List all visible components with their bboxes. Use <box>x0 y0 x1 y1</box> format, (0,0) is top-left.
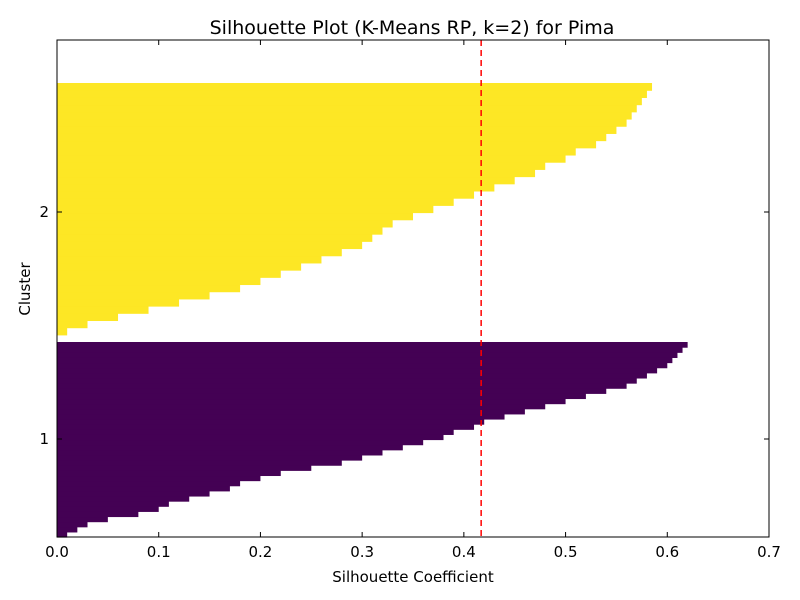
silhouette-bar-cluster-1 <box>57 485 230 492</box>
silhouette-bar-cluster-1 <box>57 367 658 374</box>
plot-area <box>57 40 688 538</box>
silhouette-bar-cluster-2 <box>57 234 373 242</box>
silhouette-bar-cluster-1 <box>57 506 159 512</box>
silhouette-bar-cluster-1 <box>57 383 627 389</box>
silhouette-bar-cluster-1 <box>57 465 312 471</box>
silhouette-bar-cluster-2 <box>57 97 642 106</box>
silhouette-bar-cluster-2 <box>57 226 383 235</box>
x-axis: 0.0 0.1 0.2 0.3 0.4 0.5 0.6 0.7 <box>45 40 781 561</box>
x-tick-label: 0.6 <box>655 543 679 561</box>
silhouette-bar-cluster-2 <box>57 262 302 271</box>
silhouette-bar-cluster-2 <box>57 176 515 185</box>
y-axis-label: Cluster <box>16 262 34 316</box>
silhouette-bar-cluster-1 <box>57 377 637 384</box>
silhouette-bar-cluster-2 <box>57 111 632 120</box>
silhouette-bar-cluster-1 <box>57 347 683 353</box>
silhouette-bar-cluster-2 <box>57 248 342 257</box>
silhouette-bar-cluster-1 <box>57 454 363 461</box>
silhouette-bar-cluster-2 <box>57 306 149 314</box>
silhouette-bar-cluster-1 <box>57 470 281 477</box>
silhouette-bar-cluster-2 <box>57 169 536 178</box>
silhouette-bar-cluster-2 <box>57 90 647 98</box>
silhouette-bar-cluster-2 <box>57 270 281 278</box>
silhouette-bar-cluster-2 <box>57 198 454 206</box>
x-axis-label: Silhouette Coefficient <box>332 568 494 586</box>
silhouette-bar-cluster-2 <box>57 205 434 214</box>
silhouette-bar-cluster-2 <box>57 320 88 329</box>
x-tick-label: 0.0 <box>45 543 69 561</box>
silhouette-bar-cluster-1 <box>57 501 169 507</box>
silhouette-bar-cluster-1 <box>57 408 525 415</box>
silhouette-bar-cluster-1 <box>57 531 68 538</box>
silhouette-bar-cluster-2 <box>57 327 68 336</box>
silhouette-bar-cluster-1 <box>57 393 586 400</box>
silhouette-bar-cluster-2 <box>57 140 597 149</box>
x-tick-label: 0.5 <box>554 543 578 561</box>
silhouette-bar-cluster-1 <box>57 449 383 456</box>
silhouette-bar-cluster-2 <box>57 219 393 228</box>
silhouette-bar-cluster-2 <box>57 284 241 293</box>
silhouette-bar-cluster-1 <box>57 362 668 369</box>
silhouette-bar-cluster-1 <box>57 357 673 364</box>
silhouette-bar-cluster-2 <box>57 212 413 221</box>
y-axis: 12 <box>39 203 769 448</box>
silhouette-bar-cluster-1 <box>57 490 210 497</box>
silhouette-bar-cluster-2 <box>57 298 180 307</box>
silhouette-bar-cluster-1 <box>57 403 546 410</box>
silhouette-bar-cluster-1 <box>57 398 566 405</box>
silhouette-bar-cluster-1 <box>57 495 190 502</box>
x-tick-label: 0.4 <box>452 543 476 561</box>
silhouette-bar-cluster-2 <box>57 133 607 142</box>
silhouette-bar-cluster-1 <box>57 511 139 518</box>
silhouette-bar-cluster-2 <box>57 126 617 134</box>
silhouette-bar-cluster-1 <box>57 352 678 358</box>
plot-frame <box>56 39 770 538</box>
silhouette-bar-cluster-1 <box>57 429 454 435</box>
y-tick-label: 1 <box>39 430 49 448</box>
silhouette-bar-cluster-2 <box>57 83 653 91</box>
x-tick-label: 0.1 <box>147 543 171 561</box>
x-tick-label: 0.3 <box>350 543 374 561</box>
silhouette-bar-cluster-1 <box>57 388 607 394</box>
silhouette-bar-cluster-2 <box>57 147 576 156</box>
silhouette-bar-cluster-2 <box>57 277 261 286</box>
silhouette-bar-cluster-2 <box>57 241 363 250</box>
silhouette-bar-cluster-1 <box>57 521 88 528</box>
silhouette-bar-cluster-2 <box>57 190 475 199</box>
silhouette-bar-cluster-1 <box>57 372 647 379</box>
silhouette-bar-cluster-2 <box>57 291 210 300</box>
silhouette-bar-cluster-1 <box>57 516 108 523</box>
silhouette-bar-cluster-1 <box>57 439 424 446</box>
silhouette-bar-cluster-1 <box>57 526 78 533</box>
silhouette-bar-cluster-1 <box>57 444 403 451</box>
silhouette-bar-cluster-1 <box>57 460 342 466</box>
silhouette-bar-cluster-1 <box>57 475 261 482</box>
x-tick-label: 0.2 <box>248 543 272 561</box>
silhouette-bar-cluster-2 <box>57 313 119 322</box>
silhouette-bar-cluster-1 <box>57 418 485 425</box>
silhouette-bar-cluster-1 <box>57 434 444 441</box>
silhouette-bar-cluster-1 <box>57 424 475 430</box>
silhouette-bar-cluster-1 <box>57 342 688 348</box>
silhouette-bar-cluster-2 <box>57 104 637 113</box>
chart-title: Silhouette Plot (K-Means RP, k=2) for Pi… <box>210 17 615 39</box>
silhouette-bar-cluster-2 <box>57 255 322 264</box>
silhouette-bar-cluster-2 <box>57 154 566 163</box>
silhouette-bar-cluster-1 <box>57 413 505 420</box>
silhouette-bar-cluster-2 <box>57 162 546 170</box>
x-tick-label: 0.7 <box>757 543 781 561</box>
silhouette-bar-cluster-2 <box>57 118 627 127</box>
silhouette-bar-cluster-2 <box>57 183 495 192</box>
silhouette-bar-cluster-1 <box>57 480 241 487</box>
y-tick-label: 2 <box>39 203 49 221</box>
